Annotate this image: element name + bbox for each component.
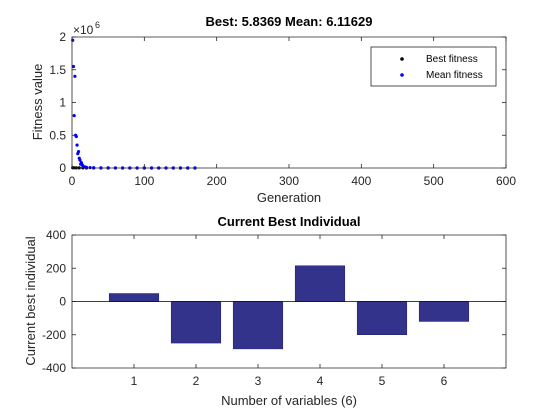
bar-x-tick-label: 2 <box>193 374 200 388</box>
fitness-plot-title: Best: 5.8369 Mean: 6.11629 <box>206 14 373 29</box>
mean-fitness-point <box>72 114 76 118</box>
fitness-x-tick-label: 300 <box>279 174 299 188</box>
fitness-y-axis-label: Fitness value <box>30 64 45 141</box>
bar-x-tick-label: 4 <box>317 374 324 388</box>
bar-variable-6 <box>418 301 470 322</box>
mean-fitness-point <box>74 134 78 139</box>
fitness-y-tick-label: 1.5 <box>49 63 66 77</box>
exponent-power: 6 <box>95 20 100 30</box>
bar-x-tick-label: 5 <box>379 374 386 388</box>
mean-fitness-point <box>76 150 81 154</box>
bar-variable-4 <box>294 265 346 302</box>
fitness-x-tick-label: 600 <box>496 174 516 188</box>
mean-fitness-point <box>71 64 76 69</box>
best-individual-plot: Current Best Individual 1 2 3 4 5 6 -400 -200 0 2… <box>23 214 507 408</box>
mean-fitness-point <box>73 74 77 78</box>
fitness-x-tick-label: 500 <box>424 174 444 188</box>
fitness-x-tick-label: 400 <box>351 174 371 188</box>
legend-label-best-fitness: Best fitness <box>426 54 478 65</box>
best-individual-title: Current Best Individual <box>217 214 360 229</box>
fitness-exponent-label: ×10 6 <box>73 20 100 37</box>
mean-fitness-point <box>84 165 89 169</box>
fitness-x-tick-label: 200 <box>207 174 227 188</box>
bar-y-tick-label: 400 <box>46 228 66 242</box>
bar-x-tick-label: 1 <box>131 374 138 388</box>
best-individual-y-axis-label: Current best individual <box>23 236 38 365</box>
mean-fitness-point <box>75 143 79 147</box>
bar-x-tick-label: 6 <box>441 374 448 388</box>
bar-y-tick-label: -400 <box>42 361 66 375</box>
bar-y-tick-label: -200 <box>42 328 66 342</box>
bar-y-tick-label: 200 <box>46 261 66 275</box>
bar-variable-5 <box>356 301 408 335</box>
fitness-y-tick-label: 1 <box>59 96 66 110</box>
fitness-y-tick-label: 2 <box>59 30 66 44</box>
fitness-plot: Best: 5.8369 Mean: 6.11629 ×10 6 0 100 200… <box>30 14 516 205</box>
fitness-x-tick-label: 0 <box>69 174 76 188</box>
bar-y-tick-label: 0 <box>59 295 66 309</box>
exponent-base: ×10 <box>73 23 94 37</box>
fitness-x-tick-label: 100 <box>134 174 154 188</box>
fitness-y-tick-label: 0.5 <box>49 128 66 142</box>
bar-variable-2 <box>170 301 222 344</box>
legend-marker-best-fitness <box>400 57 404 61</box>
mean-fitness-point <box>78 158 82 162</box>
bar-x-tick-label: 3 <box>255 374 262 388</box>
best-individual-x-axis-label: Number of variables (6) <box>221 393 357 408</box>
legend-box <box>370 46 497 87</box>
fitness-legend: Best fitness Mean fitness <box>370 46 497 87</box>
legend-label-mean-fitness: Mean fitness <box>426 70 483 81</box>
legend-marker-mean-fitness <box>400 73 404 77</box>
bar-variable-3 <box>232 301 284 350</box>
fitness-y-tick-label: 0 <box>59 161 66 175</box>
fitness-x-axis-label: Generation <box>257 190 321 205</box>
bar-variable-1 <box>108 293 160 302</box>
